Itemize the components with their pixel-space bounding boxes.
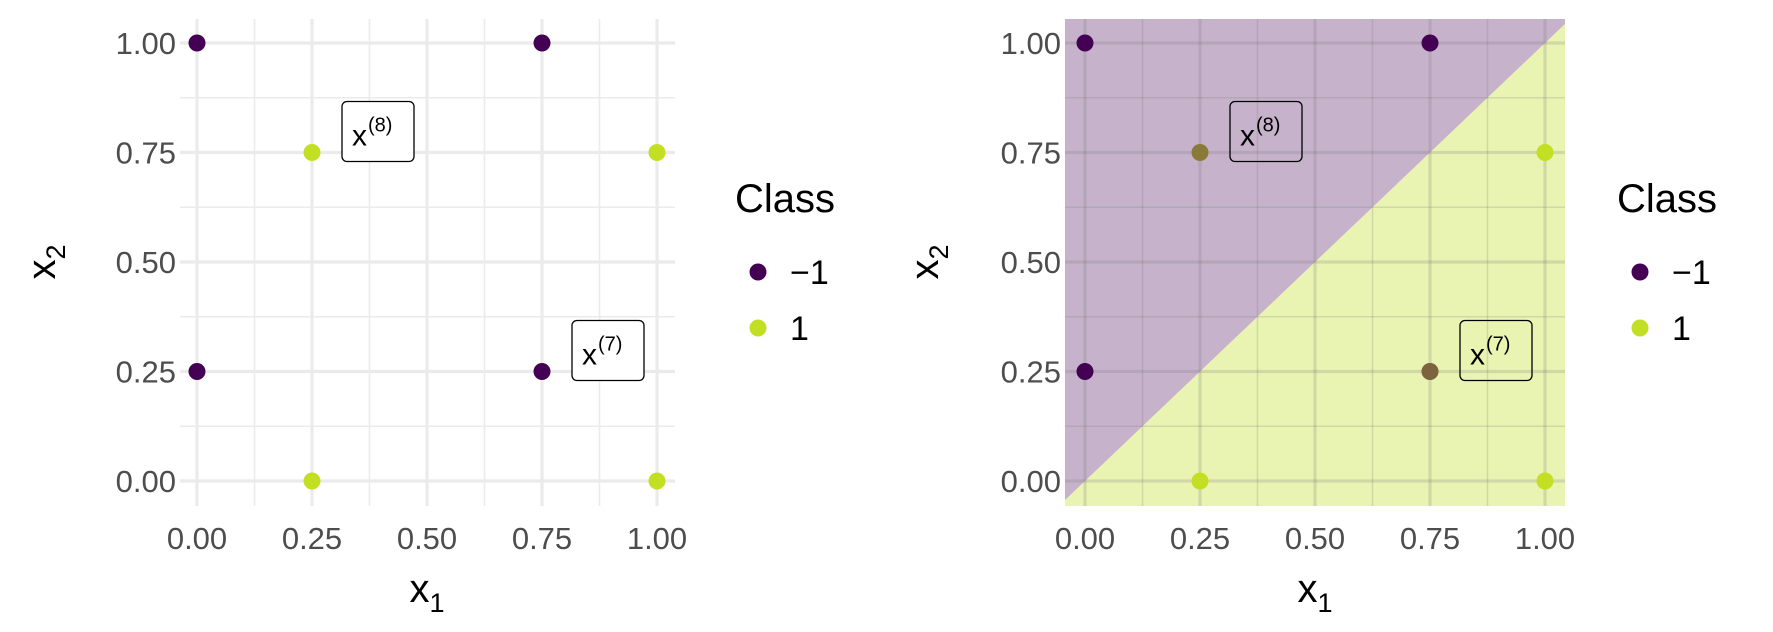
point-class-1 xyxy=(1191,144,1209,161)
x-tick-label: 0.75 xyxy=(512,521,572,556)
annotation-label: x(7) xyxy=(582,334,622,372)
legend-label: 1 xyxy=(1672,310,1691,348)
y-tick-label: 0.00 xyxy=(116,464,176,499)
x-tick-label: 0.00 xyxy=(1055,521,1115,556)
y-tick-label: 1.00 xyxy=(116,26,176,61)
x-tick-label: 1.00 xyxy=(1515,521,1575,556)
legend-label: −1 xyxy=(790,254,829,292)
y-tick-label: 1.00 xyxy=(1001,26,1061,61)
x-tick-label: 0.50 xyxy=(397,521,457,556)
y-tick-label: 0.50 xyxy=(1001,245,1061,280)
x-axis-title: x1 xyxy=(409,567,444,618)
point-class-neg1 xyxy=(188,34,206,52)
point-class-1 xyxy=(303,144,321,161)
point-class-1 xyxy=(1191,472,1209,490)
point-class-1 xyxy=(303,472,321,490)
point-region-tint xyxy=(1191,144,1209,161)
point-class-neg1 xyxy=(1421,363,1439,380)
annotation-label: x(8) xyxy=(352,115,392,153)
y-tick-label: 0.25 xyxy=(116,355,176,390)
annotation-label: x(8) xyxy=(1240,115,1280,153)
point-class-1 xyxy=(648,472,666,490)
x-tick-label: 0.75 xyxy=(1400,521,1460,556)
legend-key xyxy=(749,319,767,337)
point-class-1 xyxy=(1536,472,1554,490)
x-tick-label: 0.50 xyxy=(1285,521,1345,556)
annotation-box xyxy=(1459,319,1533,382)
annotation-box xyxy=(571,319,645,382)
point-class-1 xyxy=(1536,144,1554,161)
x-tick-label: 0.00 xyxy=(167,521,227,556)
annotation-label: x(7) xyxy=(1470,334,1510,372)
legend-title: Class xyxy=(735,177,835,221)
legend-title: Class xyxy=(1617,177,1717,221)
panel-right: 0.00 0.25 0.50 0.75 1.00 0.00 0.25 0.50 0.75 1.00… xyxy=(903,19,1717,618)
region-class-1 xyxy=(1065,19,1565,506)
annotation-box xyxy=(1229,100,1303,163)
point-class-neg1 xyxy=(1076,34,1094,52)
legend-key xyxy=(1631,263,1649,281)
panel-left: 0.00 0.25 0.50 0.75 1.00 0.00 0.25 0.50 0.75 1.00… xyxy=(20,19,835,618)
point-class-neg1 xyxy=(1076,363,1094,380)
y-tick-label: 0.00 xyxy=(1001,464,1061,499)
y-tick-label: 0.50 xyxy=(116,245,176,280)
y-axis-title: x2 xyxy=(903,244,954,279)
annotation-box xyxy=(341,100,415,163)
legend-label: 1 xyxy=(790,310,809,348)
point-class-neg1 xyxy=(188,363,206,380)
y-axis-title: x2 xyxy=(20,244,71,279)
point-class-neg1 xyxy=(1421,34,1439,52)
point-class-1 xyxy=(648,144,666,161)
x-tick-label: 1.00 xyxy=(627,521,687,556)
y-tick-label: 0.25 xyxy=(1001,355,1061,390)
y-tick-label: 0.75 xyxy=(1001,136,1061,171)
legend-label: −1 xyxy=(1672,254,1711,292)
legend-key xyxy=(1631,319,1649,337)
point-class-neg1 xyxy=(533,34,551,52)
y-tick-label: 0.75 xyxy=(116,136,176,171)
x-axis-title: x1 xyxy=(1297,567,1332,618)
point-class-neg1 xyxy=(533,363,551,380)
legend-key xyxy=(749,263,767,281)
point-region-tint xyxy=(1421,363,1439,380)
region-class-neg1 xyxy=(1065,19,1565,506)
x-tick-label: 0.25 xyxy=(1170,521,1230,556)
x-tick-label: 0.25 xyxy=(282,521,342,556)
